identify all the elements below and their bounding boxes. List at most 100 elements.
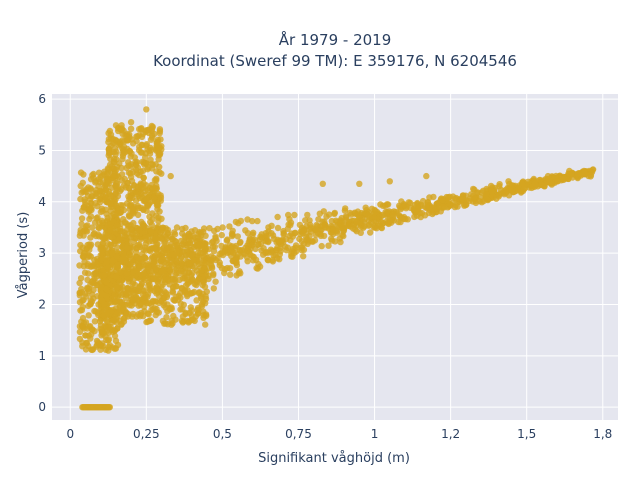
scatter-point — [97, 322, 105, 329]
y-axis-ticks: 0 1 2 3 4 5 6 — [38, 92, 46, 414]
scatter-point — [114, 207, 121, 215]
scatter-point — [155, 190, 162, 198]
y-tick-label: 5 — [38, 143, 46, 157]
scatter-point — [135, 262, 143, 270]
scatter-point — [184, 233, 192, 240]
scatter-point — [158, 170, 165, 177]
scatter-point — [168, 261, 176, 268]
scatter-point — [342, 205, 349, 212]
scatter-point — [232, 218, 240, 226]
scatter-point — [321, 221, 328, 228]
scatter-point — [79, 297, 86, 304]
scatter-point — [108, 233, 115, 241]
scatter-point — [202, 321, 209, 328]
scatter-point — [541, 182, 548, 190]
scatter-point — [312, 226, 320, 233]
scatter-point — [195, 275, 203, 283]
scatter-point — [378, 224, 385, 231]
scatter-point — [89, 326, 96, 333]
scatter-point — [140, 174, 147, 182]
scatter-point — [78, 189, 85, 196]
scatter-point — [161, 232, 168, 239]
scatter-point — [132, 197, 140, 204]
scatter-point — [218, 231, 225, 239]
scatter-point — [139, 291, 147, 298]
scatter-point — [98, 297, 106, 304]
scatter-point — [282, 243, 289, 250]
scatter-point — [190, 257, 197, 264]
scatter-point — [129, 140, 137, 147]
scatter-point — [196, 289, 203, 296]
scatter-point — [179, 306, 186, 313]
scatter-point — [445, 197, 452, 204]
scatter-point — [268, 222, 275, 229]
scatter-point — [251, 236, 259, 243]
scatter-point — [395, 218, 402, 226]
data-points — [76, 106, 597, 411]
scatter-point — [80, 253, 87, 261]
scatter-point — [247, 251, 254, 258]
scatter-point — [120, 143, 128, 150]
scatter-point — [205, 246, 212, 253]
scatter-point — [148, 160, 155, 167]
scatter-point — [249, 231, 256, 238]
scatter-point — [152, 234, 159, 242]
y-tick-label: 1 — [38, 349, 46, 363]
scatter-point — [325, 242, 332, 249]
scatter-point — [112, 337, 120, 344]
scatter-point — [164, 276, 172, 283]
scatter-point — [125, 193, 132, 200]
scatter-point — [76, 335, 84, 343]
scatter-point — [127, 261, 134, 268]
scatter-point — [123, 309, 130, 316]
scatter-point — [356, 180, 363, 187]
scatter-point — [168, 321, 175, 328]
scatter-point — [116, 236, 123, 243]
scatter-point — [77, 307, 84, 314]
scatter-point — [78, 215, 86, 222]
scatter-point — [141, 308, 148, 315]
scatter-point — [240, 249, 247, 256]
scatter-point — [426, 206, 433, 214]
scatter-point — [125, 159, 132, 166]
scatter-point — [169, 276, 177, 283]
scatter-point — [135, 288, 142, 295]
scatter-point — [320, 232, 328, 240]
scatter-point — [76, 328, 84, 336]
scatter-point — [233, 259, 240, 266]
scatter-point — [147, 218, 154, 226]
scatter-point — [574, 170, 581, 178]
scatter-point — [144, 166, 151, 173]
scatter-point — [79, 323, 86, 330]
scatter-point — [85, 332, 93, 339]
scatter-point — [135, 204, 142, 212]
scatter-point — [383, 201, 391, 208]
scatter-point — [480, 187, 487, 194]
scatter-point — [101, 235, 109, 242]
scatter-point — [218, 250, 225, 257]
scatter-point — [83, 228, 91, 235]
scatter-point — [137, 126, 145, 133]
scatter-point — [128, 302, 135, 309]
scatter-point — [274, 255, 281, 262]
scatter-point — [116, 309, 123, 316]
scatter-point — [122, 294, 130, 302]
scatter-point — [103, 336, 110, 344]
scatter-point — [110, 317, 117, 324]
scatter-point — [105, 135, 113, 143]
scatter-point — [107, 155, 114, 163]
scatter-point — [407, 204, 414, 211]
scatter-point — [111, 327, 119, 334]
scatter-point — [123, 220, 130, 228]
scatter-point — [130, 168, 137, 176]
scatter-point — [502, 189, 509, 197]
scatter-point — [81, 269, 89, 276]
scatter-point — [111, 145, 119, 152]
scatter-point — [379, 212, 386, 219]
scatter-point — [210, 285, 217, 292]
scatter-point — [128, 288, 135, 295]
scatter-point — [189, 270, 196, 277]
scatter-point — [286, 216, 293, 223]
scatter-point — [189, 316, 197, 323]
